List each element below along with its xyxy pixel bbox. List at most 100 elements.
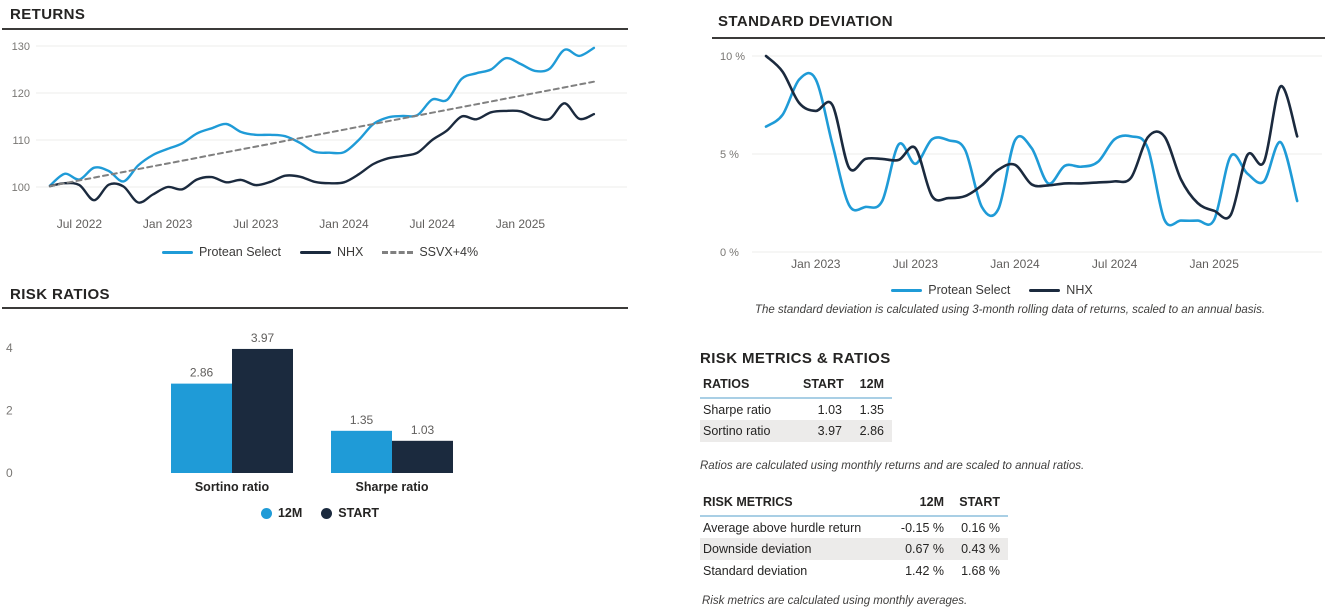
risk-ratios-legend: 12M START	[0, 506, 640, 520]
row-label: Sortino ratio	[703, 424, 771, 438]
bar-start-sharpe-ratio[interactable]	[392, 440, 453, 473]
risk-metrics-table[interactable]: RISK METRICS 12M START Average above hurdle…	[700, 492, 1008, 582]
legend-dot-12m	[260, 507, 272, 519]
standard-deviation-footnote: The standard deviation is calculated usi…	[754, 304, 1266, 316]
standard-deviation-line-chart[interactable]: 0 % 5 % 10 % Jan 2023 Jul 2023 Jan 2024 Jul 20…	[712, 42, 1330, 278]
bar-12m-sortino-ratio[interactable]	[171, 383, 232, 473]
row-label: Downside deviation	[703, 542, 812, 556]
column-header-start[interactable]: START	[800, 374, 850, 399]
x-tick-label: Jan 2024	[319, 217, 369, 231]
row-value: 0.43 %	[961, 542, 1000, 556]
returns-title-rule	[2, 28, 628, 30]
x-tick-label: Jul 2023	[893, 257, 939, 271]
risk-ratios-title-rule	[2, 307, 628, 309]
legend-line-swatch-protean-select	[161, 250, 193, 254]
column-header-start[interactable]: START	[952, 492, 1008, 517]
risk-ratios-title: RISK RATIOS	[10, 286, 110, 303]
y-tick-label: 100	[12, 182, 30, 194]
row-value: 0.67 %	[905, 542, 944, 556]
y-tick-label: 0	[6, 466, 13, 480]
row-value: 3.97	[817, 424, 842, 438]
series-line-nhx[interactable]	[48, 102, 596, 204]
y-tick-label: 5 %	[720, 149, 739, 161]
category-label-sharpe-ratio: Sharpe ratio	[356, 480, 429, 494]
ratios-table[interactable]: RATIOS START 12M Sharpe ratio 1.03 1.35 Sortin…	[700, 374, 892, 442]
table-row-sortino-ratio[interactable]: Sortino ratio 3.97 2.86	[700, 420, 892, 442]
right-panel: STANDARD DEVIATION 0 % 5 % 10 % Jan 2023 Jul…	[700, 0, 1330, 616]
y-tick-label: 120	[12, 88, 30, 100]
y-tick-label: 0 %	[720, 247, 739, 259]
bar-start-sortino-ratio[interactable]	[232, 348, 293, 473]
y-tick-label: 110	[12, 135, 30, 147]
row-label: Sharpe ratio	[703, 402, 772, 417]
legend-line-swatch-nhx	[299, 250, 331, 254]
x-tick-label: Jul 2022	[57, 217, 103, 231]
table-row-downside-deviation[interactable]: Downside deviation 0.67 % 0.43 %	[700, 538, 1008, 560]
legend-item-protean-select[interactable]: Protean Select	[161, 245, 281, 259]
row-value: 2.86	[859, 424, 884, 438]
legend-label: NHX	[1066, 283, 1093, 297]
series-line-ssvx-4[interactable]	[49, 80, 595, 188]
category-label-sortino-ratio: Sortino ratio	[195, 480, 270, 494]
column-header-risk-metrics[interactable]: RISK METRICS	[700, 492, 894, 517]
legend-line-swatch-ssvx-4	[382, 250, 414, 254]
column-header-ratios[interactable]: RATIOS	[700, 374, 800, 399]
risk-ratios-bar-chart[interactable]: 0 2 4 2.86 3.97 Sortino ratio 1.35 1.03 Sharpe r…	[0, 330, 640, 508]
bar-value-label: 2.86	[190, 366, 214, 380]
row-value: 1.42 %	[905, 564, 944, 578]
series-line-nhx[interactable]	[764, 54, 1299, 220]
table-row-sharpe-ratio[interactable]: Sharpe ratio 1.03 1.35	[700, 398, 892, 420]
legend-label: SSVX+4%	[419, 245, 479, 259]
x-tick-label: Jan 2025	[1190, 257, 1240, 271]
legend-item-nhx[interactable]: NHX	[1029, 283, 1093, 297]
returns-line-chart[interactable]: 100 110 120 130 Jul 2022 Jan 2023 Jul 2023 Jan …	[0, 34, 640, 240]
table-row-standard-deviation[interactable]: Standard deviation 1.42 % 1.68 %	[700, 560, 1008, 582]
table-header-row: RISK METRICS 12M START	[700, 492, 1008, 517]
x-tick-label: Jul 2023	[233, 217, 279, 231]
row-value: 1.35	[859, 402, 884, 417]
table-header-row: RATIOS START 12M	[700, 374, 892, 399]
legend-item-start[interactable]: START	[321, 506, 379, 520]
returns-legend: Protean Select NHX SSVX+4%	[0, 245, 640, 259]
legend-line-swatch-nhx	[1029, 288, 1061, 292]
table-row-average-above-hurdle-return[interactable]: Average above hurdle return -0.15 % 0.16 %	[700, 516, 1008, 538]
bar-value-label: 1.35	[350, 413, 374, 427]
y-tick-label: 2	[6, 404, 13, 418]
standard-deviation-legend: Protean Select NHX	[712, 283, 1272, 297]
legend-line-swatch-protean-select	[891, 288, 923, 292]
row-label: Standard deviation	[703, 564, 808, 578]
risk-metrics-table-footnote: Risk metrics are calculated using monthl…	[702, 595, 968, 607]
legend-label: Protean Select	[198, 245, 281, 259]
x-tick-label: Jul 2024	[1092, 257, 1138, 271]
legend-item-ssvx-4[interactable]: SSVX+4%	[382, 245, 478, 259]
row-value: 1.03	[817, 402, 842, 417]
legend-item-nhx[interactable]: NHX	[299, 245, 364, 259]
column-header-12m[interactable]: 12M	[894, 492, 952, 517]
bar-value-label: 1.03	[411, 423, 435, 437]
row-value: 1.68 %	[961, 564, 1000, 578]
x-tick-label: Jan 2025	[496, 217, 546, 231]
row-value: 0.16 %	[961, 520, 1000, 535]
y-tick-label: 10 %	[720, 51, 745, 63]
y-tick-label: 130	[12, 41, 30, 53]
legend-item-protean-select[interactable]: Protean Select	[891, 283, 1010, 297]
bar-12m-sharpe-ratio[interactable]	[331, 430, 392, 473]
column-header-12m[interactable]: 12M	[850, 374, 892, 399]
series-line-protean-select[interactable]	[48, 46, 596, 187]
standard-deviation-title: STANDARD DEVIATION	[718, 13, 893, 30]
legend-label: 12M	[277, 506, 303, 520]
legend-label: NHX	[336, 245, 364, 259]
x-tick-label: Jul 2024	[410, 217, 456, 231]
bar-value-label: 3.97	[251, 331, 275, 345]
standard-deviation-title-rule	[712, 37, 1325, 39]
x-tick-label: Jan 2023	[791, 257, 841, 271]
y-tick-label: 4	[6, 341, 13, 355]
legend-label: Protean Select	[928, 283, 1011, 297]
legend-item-12m[interactable]: 12M	[260, 506, 303, 520]
ratios-table-footnote: Ratios are calculated using monthly retu…	[700, 460, 1085, 472]
left-panel: RETURNS 100 110 120 130 Jul 2022 Jan 2023 Jul …	[0, 0, 648, 616]
row-value: -0.15 %	[900, 520, 944, 535]
series-line-protean-select[interactable]	[764, 71, 1299, 227]
risk-metrics-ratios-title: RISK METRICS & RATIOS	[700, 350, 891, 367]
